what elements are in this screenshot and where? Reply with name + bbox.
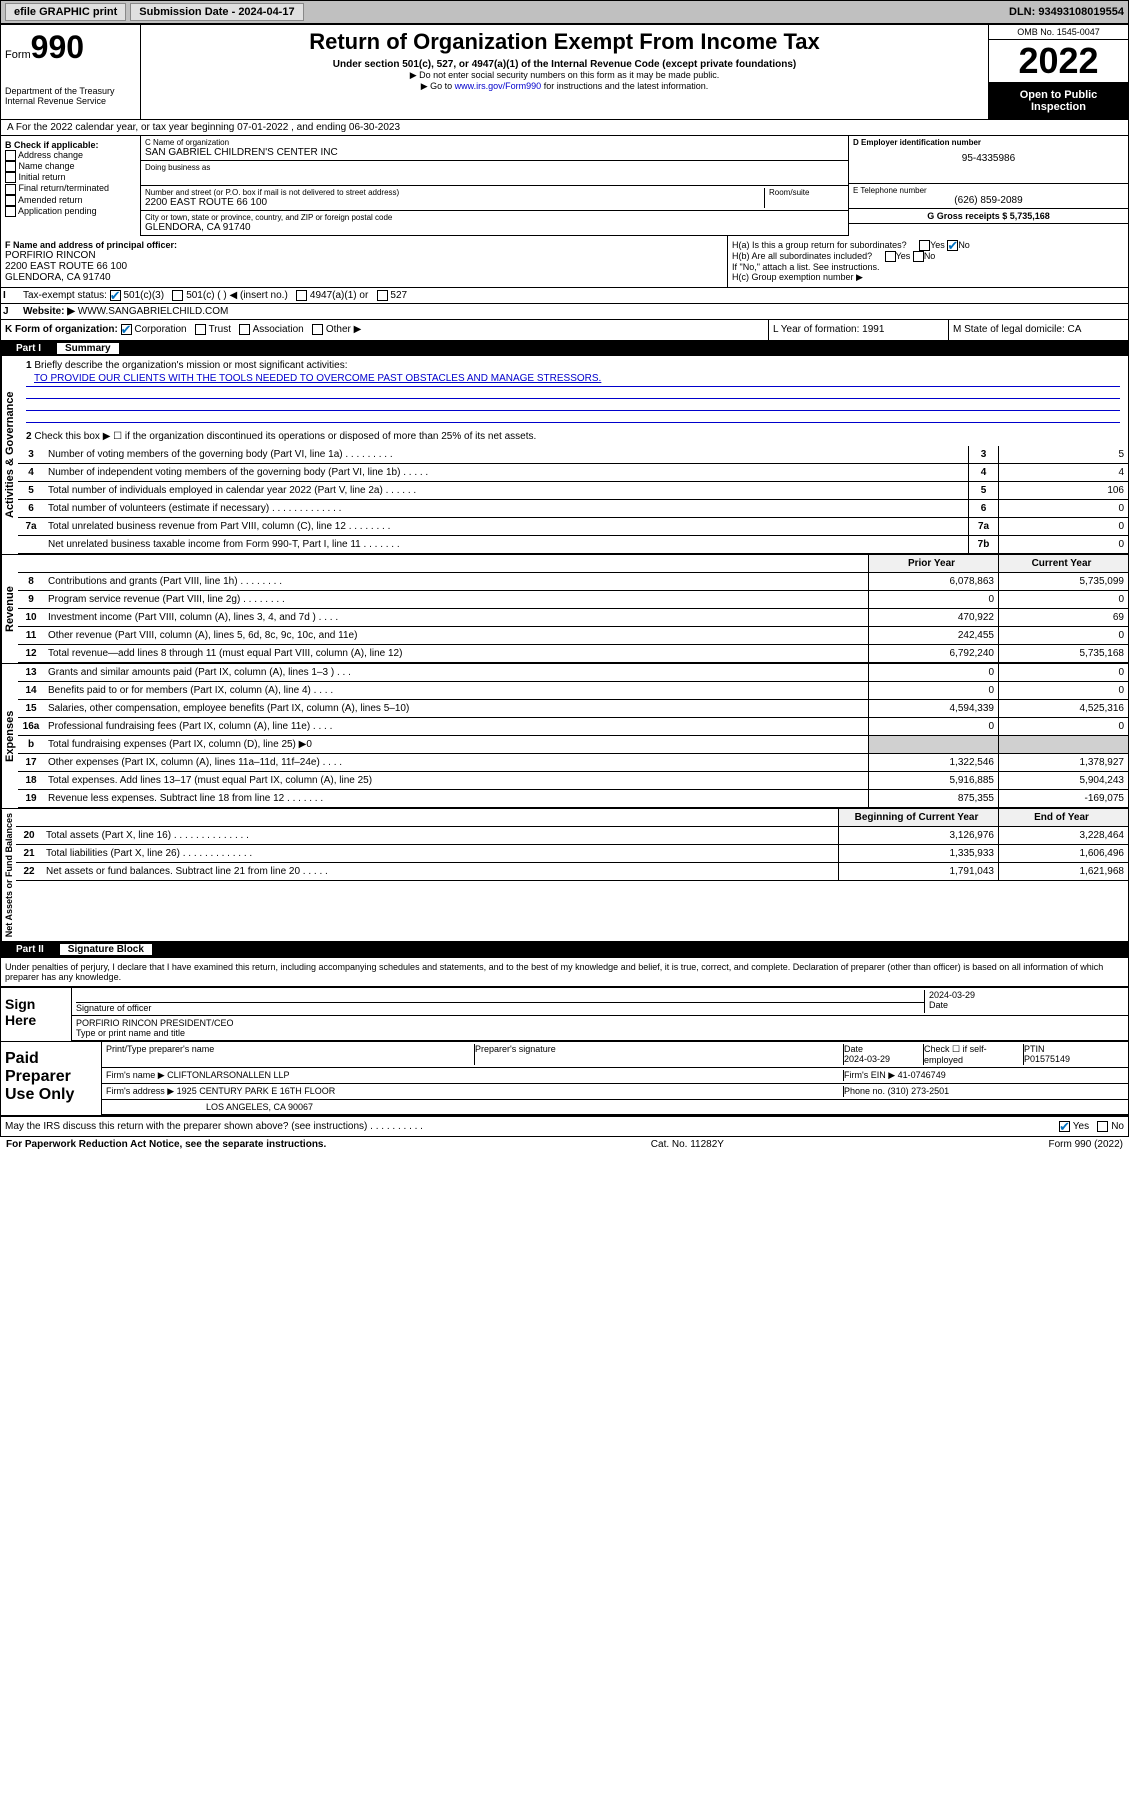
summary-expenses: Expenses 13Grants and similar amounts pa… xyxy=(0,664,1129,809)
irs-link[interactable]: www.irs.gov/Form990 xyxy=(455,81,542,91)
net-line: 21Total liabilities (Part X, line 26) . … xyxy=(16,845,1128,863)
row-i-j: I Tax-exempt status: 501(c)(3) 501(c) ( … xyxy=(0,288,1129,304)
form-header: Form990 Department of the Treasury Inter… xyxy=(0,24,1129,120)
rev-header: Prior Year Current Year xyxy=(18,555,1128,573)
rev-line: 10Investment income (Part VIII, column (… xyxy=(18,609,1128,627)
form-title: Return of Organization Exempt From Incom… xyxy=(145,29,984,55)
cb-amended-return[interactable]: Amended return xyxy=(5,195,136,206)
exp-line: 13Grants and similar amounts paid (Part … xyxy=(18,664,1128,682)
net-line: 20Total assets (Part X, line 16) . . . .… xyxy=(16,827,1128,845)
signature-block: Sign Here Signature of officer 2024-03-2… xyxy=(0,987,1129,1117)
h-b: H(b) Are all subordinates included? Yes … xyxy=(732,251,1124,262)
mission-text: TO PROVIDE OUR CLIENTS WITH THE TOOLS NE… xyxy=(26,371,1120,387)
gov-line: 4Number of independent voting members of… xyxy=(18,464,1128,482)
exp-line: 15Salaries, other compensation, employee… xyxy=(18,700,1128,718)
dept-label: Department of the Treasury Internal Reve… xyxy=(5,86,136,106)
open-inspection-label: Open to Public Inspection xyxy=(989,83,1128,119)
exp-line: 19Revenue less expenses. Subtract line 1… xyxy=(18,790,1128,808)
rev-line: 12Total revenue—add lines 8 through 11 (… xyxy=(18,645,1128,663)
penalty-text: Under penalties of perjury, I declare th… xyxy=(0,957,1129,987)
signer-name: PORFIRIO RINCON PRESIDENT/CEO xyxy=(76,1018,1124,1028)
submission-date-button[interactable]: Submission Date - 2024-04-17 xyxy=(130,3,303,21)
year-formation: L Year of formation: 1991 xyxy=(768,320,948,339)
form-subtitle: Under section 501(c), 527, or 4947(a)(1)… xyxy=(145,59,984,70)
form-note-2: ▶ Go to www.irs.gov/Form990 for instruct… xyxy=(145,81,984,92)
exp-line: 14Benefits paid to or for members (Part … xyxy=(18,682,1128,700)
net-line: 22Net assets or fund balances. Subtract … xyxy=(16,863,1128,881)
officer-addr1: 2200 EAST ROUTE 66 100 xyxy=(5,261,723,272)
row-k-l-m: K Form of organization: Corporation Trus… xyxy=(0,320,1129,340)
state-domicile: M State of legal domicile: CA xyxy=(948,320,1128,339)
officer-addr2: GLENDORA, CA 91740 xyxy=(5,272,723,283)
firm-name: CLIFTONLARSONALLEN LLP xyxy=(167,1070,289,1080)
exp-line: 16aProfessional fundraising fees (Part I… xyxy=(18,718,1128,736)
cb-final-return[interactable]: Final return/terminated xyxy=(5,183,136,194)
gov-line: Net unrelated business taxable income fr… xyxy=(18,536,1128,554)
cb-address-change[interactable]: Address change xyxy=(5,150,136,161)
page-footer: For Paperwork Reduction Act Notice, see … xyxy=(0,1137,1129,1152)
gross-receipts: G Gross receipts $ 5,735,168 xyxy=(849,209,1128,224)
summary-governance: Activities & Governance 1 Briefly descri… xyxy=(0,356,1129,555)
h-b-note: If "No," attach a list. See instructions… xyxy=(732,262,1124,272)
summary-netassets: Net Assets or Fund Balances Beginning of… xyxy=(0,809,1129,942)
officer-block: F Name and address of principal officer:… xyxy=(0,236,1129,288)
gov-line: 6Total number of volunteers (estimate if… xyxy=(18,500,1128,518)
efile-print-button[interactable]: efile GRAPHIC print xyxy=(5,3,126,21)
rev-line: 9Program service revenue (Part VIII, lin… xyxy=(18,591,1128,609)
phone-cell: E Telephone number (626) 859-2089 xyxy=(849,184,1128,209)
top-bar: efile GRAPHIC print Submission Date - 20… xyxy=(0,0,1129,24)
tax-year: 2022 xyxy=(989,40,1128,83)
exp-line: 17Other expenses (Part IX, column (A), l… xyxy=(18,754,1128,772)
part-2-header: Part IISignature Block xyxy=(0,942,1129,957)
row-website: J Website: ▶ WWW.SANGABRIELCHILD.COM xyxy=(0,304,1129,320)
row-a-tax-year: A For the 2022 calendar year, or tax yea… xyxy=(0,120,1129,136)
summary-revenue: Revenue Prior Year Current Year 8Contrib… xyxy=(0,554,1129,664)
tax-exempt-status: Tax-exempt status: 501(c)(3) 501(c) ( ) … xyxy=(21,288,1128,303)
rev-line: 11Other revenue (Part VIII, column (A), … xyxy=(18,627,1128,645)
form-number: Form990 xyxy=(5,29,136,66)
dba-cell: Doing business as xyxy=(141,161,848,186)
h-a: H(a) Is this a group return for subordin… xyxy=(732,240,1124,251)
form-note-1: ▶ Do not enter social security numbers o… xyxy=(145,70,984,81)
part-1-header: Part ISummary xyxy=(0,341,1129,356)
gov-line: 3Number of voting members of the governi… xyxy=(18,446,1128,464)
net-header: Beginning of Current Year End of Year xyxy=(16,809,1128,827)
address-cell: Number and street (or P.O. box if mail i… xyxy=(141,186,848,211)
city-cell: City or town, state or province, country… xyxy=(141,211,848,236)
gov-line: 5Total number of individuals employed in… xyxy=(18,482,1128,500)
officer-name: PORFIRIO RINCON xyxy=(5,250,723,261)
exp-line: bTotal fundraising expenses (Part IX, co… xyxy=(18,736,1128,754)
cb-name-change[interactable]: Name change xyxy=(5,161,136,172)
cb-application-pending[interactable]: Application pending xyxy=(5,206,136,217)
org-name-cell: C Name of organization SAN GABRIEL CHILD… xyxy=(141,136,848,161)
ein-cell: D Employer identification number 95-4335… xyxy=(849,136,1128,184)
identity-block: B Check if applicable: Address change Na… xyxy=(0,136,1129,236)
exp-line: 18Total expenses. Add lines 13–17 (must … xyxy=(18,772,1128,790)
h-c: H(c) Group exemption number ▶ xyxy=(732,272,1124,283)
gov-line: 7aTotal unrelated business revenue from … xyxy=(18,518,1128,536)
discuss-row: May the IRS discuss this return with the… xyxy=(0,1117,1129,1137)
cb-initial-return[interactable]: Initial return xyxy=(5,172,136,183)
column-b-checkboxes: B Check if applicable: Address change Na… xyxy=(1,136,141,236)
website-value: WWW.SANGABRIELCHILD.COM xyxy=(78,306,229,317)
omb-number: OMB No. 1545-0047 xyxy=(989,25,1128,40)
rev-line: 8Contributions and grants (Part VIII, li… xyxy=(18,573,1128,591)
dln-label: DLN: 93493108019554 xyxy=(1009,6,1124,18)
